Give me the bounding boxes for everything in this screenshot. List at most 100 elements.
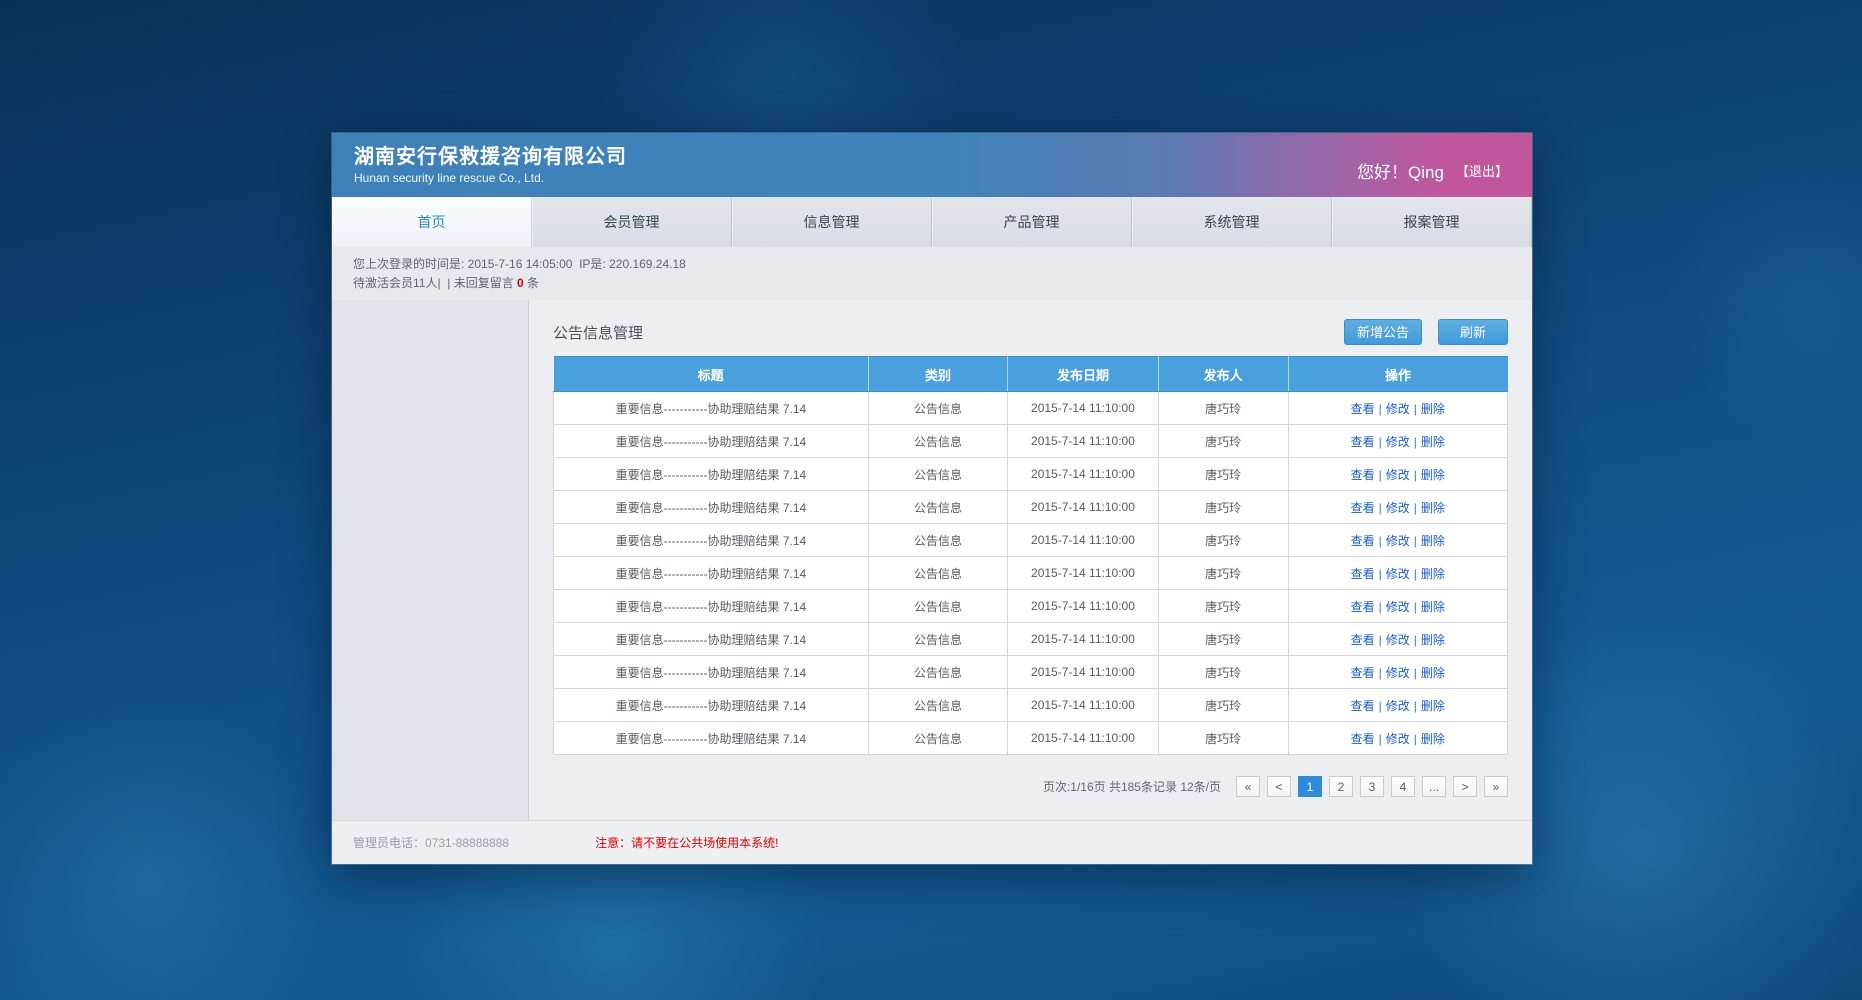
action-separator: | bbox=[1378, 566, 1382, 581]
cell-publisher: 唐巧玲 bbox=[1157, 589, 1289, 623]
table-row: 重要信息-----------协助理赔结果 7.14 公告信息 2015-7-14 … bbox=[553, 424, 1509, 458]
action-view[interactable]: 查看 bbox=[1350, 500, 1375, 515]
action-separator: | bbox=[1413, 500, 1417, 515]
page-button-next[interactable]: > bbox=[1453, 776, 1477, 797]
cell-category: 公告信息 bbox=[867, 391, 1009, 425]
action-edit[interactable]: 修改 bbox=[1385, 599, 1410, 614]
action-view[interactable]: 查看 bbox=[1350, 599, 1375, 614]
app-footer: 管理员电话：0731-88888888 注意：请不要在公共场使用本系统! bbox=[332, 820, 1532, 864]
action-view[interactable]: 查看 bbox=[1350, 665, 1375, 680]
action-edit[interactable]: 修改 bbox=[1385, 665, 1410, 680]
action-edit[interactable]: 修改 bbox=[1385, 434, 1410, 449]
action-separator: | bbox=[1378, 731, 1382, 746]
table-row: 重要信息-----------协助理赔结果 7.14 公告信息 2015-7-14 … bbox=[553, 589, 1509, 623]
action-delete[interactable]: 删除 bbox=[1420, 434, 1445, 449]
page-button-page-1[interactable]: 1 bbox=[1298, 776, 1322, 797]
action-separator: | bbox=[1413, 599, 1417, 614]
table-row: 重要信息-----------协助理赔结果 7.14 公告信息 2015-7-14 … bbox=[553, 490, 1509, 524]
action-separator: | bbox=[1378, 467, 1382, 482]
table-row: 重要信息-----------协助理赔结果 7.14 公告信息 2015-7-14 … bbox=[553, 391, 1509, 425]
cell-actions: 查看 | 修改 | 删除 bbox=[1287, 622, 1509, 656]
cell-category: 公告信息 bbox=[867, 424, 1009, 458]
refresh-button[interactable]: 刷新 bbox=[1438, 319, 1508, 345]
page-button-prev[interactable]: < bbox=[1267, 776, 1291, 797]
cell-date: 2015-7-14 11:10:00 bbox=[1007, 556, 1159, 590]
action-separator: | bbox=[1413, 665, 1417, 680]
page-button-page-2[interactable]: 2 bbox=[1329, 776, 1353, 797]
action-separator: | bbox=[1378, 665, 1382, 680]
action-view[interactable]: 查看 bbox=[1350, 731, 1375, 746]
action-delete[interactable]: 删除 bbox=[1420, 500, 1445, 515]
cell-title: 重要信息-----------协助理赔结果 7.14 bbox=[553, 391, 869, 425]
action-delete[interactable]: 删除 bbox=[1420, 566, 1445, 581]
cell-date: 2015-7-14 11:10:00 bbox=[1007, 424, 1159, 458]
action-delete[interactable]: 删除 bbox=[1420, 731, 1445, 746]
action-delete[interactable]: 删除 bbox=[1420, 467, 1445, 482]
page-button-first[interactable]: « bbox=[1236, 776, 1260, 797]
cell-category: 公告信息 bbox=[867, 556, 1009, 590]
cell-publisher: 唐巧玲 bbox=[1157, 424, 1289, 458]
action-view[interactable]: 查看 bbox=[1350, 566, 1375, 581]
cell-title: 重要信息-----------协助理赔结果 7.14 bbox=[553, 424, 869, 458]
last-login-line: 您上次登录的时间是: 2015-7-16 14:05:00 IP是: 220.1… bbox=[353, 255, 1532, 274]
action-delete[interactable]: 删除 bbox=[1420, 401, 1445, 416]
add-announcement-button[interactable]: 新增公告 bbox=[1343, 319, 1422, 345]
action-edit[interactable]: 修改 bbox=[1385, 500, 1410, 515]
tab-home[interactable]: 首页 bbox=[332, 197, 532, 247]
action-delete[interactable]: 删除 bbox=[1420, 533, 1445, 548]
table-row: 重要信息-----------协助理赔结果 7.14 公告信息 2015-7-14 … bbox=[553, 655, 1509, 689]
cell-date: 2015-7-14 11:10:00 bbox=[1007, 622, 1159, 656]
page-button-ellipsis[interactable]: ... bbox=[1422, 776, 1446, 797]
action-view[interactable]: 查看 bbox=[1350, 698, 1375, 713]
page-button-page-3[interactable]: 3 bbox=[1360, 776, 1384, 797]
action-delete[interactable]: 删除 bbox=[1420, 599, 1445, 614]
action-view[interactable]: 查看 bbox=[1350, 434, 1375, 449]
tab-system[interactable]: 系统管理 bbox=[1132, 197, 1332, 247]
action-view[interactable]: 查看 bbox=[1350, 533, 1375, 548]
cell-date: 2015-7-14 11:10:00 bbox=[1007, 523, 1159, 557]
cell-publisher: 唐巧玲 bbox=[1157, 391, 1289, 425]
cell-category: 公告信息 bbox=[867, 490, 1009, 524]
action-delete[interactable]: 删除 bbox=[1420, 698, 1445, 713]
action-view[interactable]: 查看 bbox=[1350, 401, 1375, 416]
sidebar bbox=[332, 300, 529, 820]
logout-button[interactable]: 【退出】 bbox=[1455, 163, 1508, 179]
cell-title: 重要信息-----------协助理赔结果 7.14 bbox=[553, 589, 869, 623]
tab-members[interactable]: 会员管理 bbox=[532, 197, 732, 247]
main-nav: 首页 会员管理 信息管理 产品管理 系统管理 报案管理 bbox=[332, 197, 1532, 247]
action-separator: | bbox=[1413, 566, 1417, 581]
action-edit[interactable]: 修改 bbox=[1385, 533, 1410, 548]
action-edit[interactable]: 修改 bbox=[1385, 698, 1410, 713]
page-button-last[interactable]: » bbox=[1484, 776, 1508, 797]
cell-publisher: 唐巧玲 bbox=[1157, 556, 1289, 590]
tab-information[interactable]: 信息管理 bbox=[732, 197, 932, 247]
app-window: 湖南安行保救援咨询有限公司 Hunan security line rescue… bbox=[332, 133, 1532, 864]
action-view[interactable]: 查看 bbox=[1350, 632, 1375, 647]
content-panel: 公告信息管理 新增公告 刷新 标题 类别 发布日期 发布人 操作 bbox=[529, 300, 1532, 820]
cell-category: 公告信息 bbox=[867, 688, 1009, 722]
cell-actions: 查看 | 修改 | 删除 bbox=[1287, 721, 1509, 755]
cell-date: 2015-7-14 11:10:00 bbox=[1007, 457, 1159, 491]
login-info-bar: 您上次登录的时间是: 2015-7-16 14:05:00 IP是: 220.1… bbox=[332, 247, 1532, 300]
action-edit[interactable]: 修改 bbox=[1385, 566, 1410, 581]
action-edit[interactable]: 修改 bbox=[1385, 401, 1410, 416]
cell-actions: 查看 | 修改 | 删除 bbox=[1287, 424, 1509, 458]
action-edit[interactable]: 修改 bbox=[1385, 632, 1410, 647]
action-delete[interactable]: 删除 bbox=[1420, 632, 1445, 647]
action-separator: | bbox=[1378, 632, 1382, 647]
action-delete[interactable]: 删除 bbox=[1420, 665, 1445, 680]
action-edit[interactable]: 修改 bbox=[1385, 467, 1410, 482]
tab-reports[interactable]: 报案管理 bbox=[1332, 197, 1532, 247]
cell-date: 2015-7-14 11:10:00 bbox=[1007, 391, 1159, 425]
header-category: 类别 bbox=[868, 356, 1009, 392]
action-view[interactable]: 查看 bbox=[1350, 467, 1375, 482]
tab-products[interactable]: 产品管理 bbox=[932, 197, 1132, 247]
cell-date: 2015-7-14 11:10:00 bbox=[1007, 589, 1159, 623]
action-separator: | bbox=[1378, 599, 1382, 614]
cell-title: 重要信息-----------协助理赔结果 7.14 bbox=[553, 457, 869, 491]
app-header: 湖南安行保救援咨询有限公司 Hunan security line rescue… bbox=[332, 133, 1532, 197]
action-edit[interactable]: 修改 bbox=[1385, 731, 1410, 746]
cell-publisher: 唐巧玲 bbox=[1157, 721, 1289, 755]
cell-actions: 查看 | 修改 | 删除 bbox=[1287, 655, 1509, 689]
page-button-page-4[interactable]: 4 bbox=[1391, 776, 1415, 797]
